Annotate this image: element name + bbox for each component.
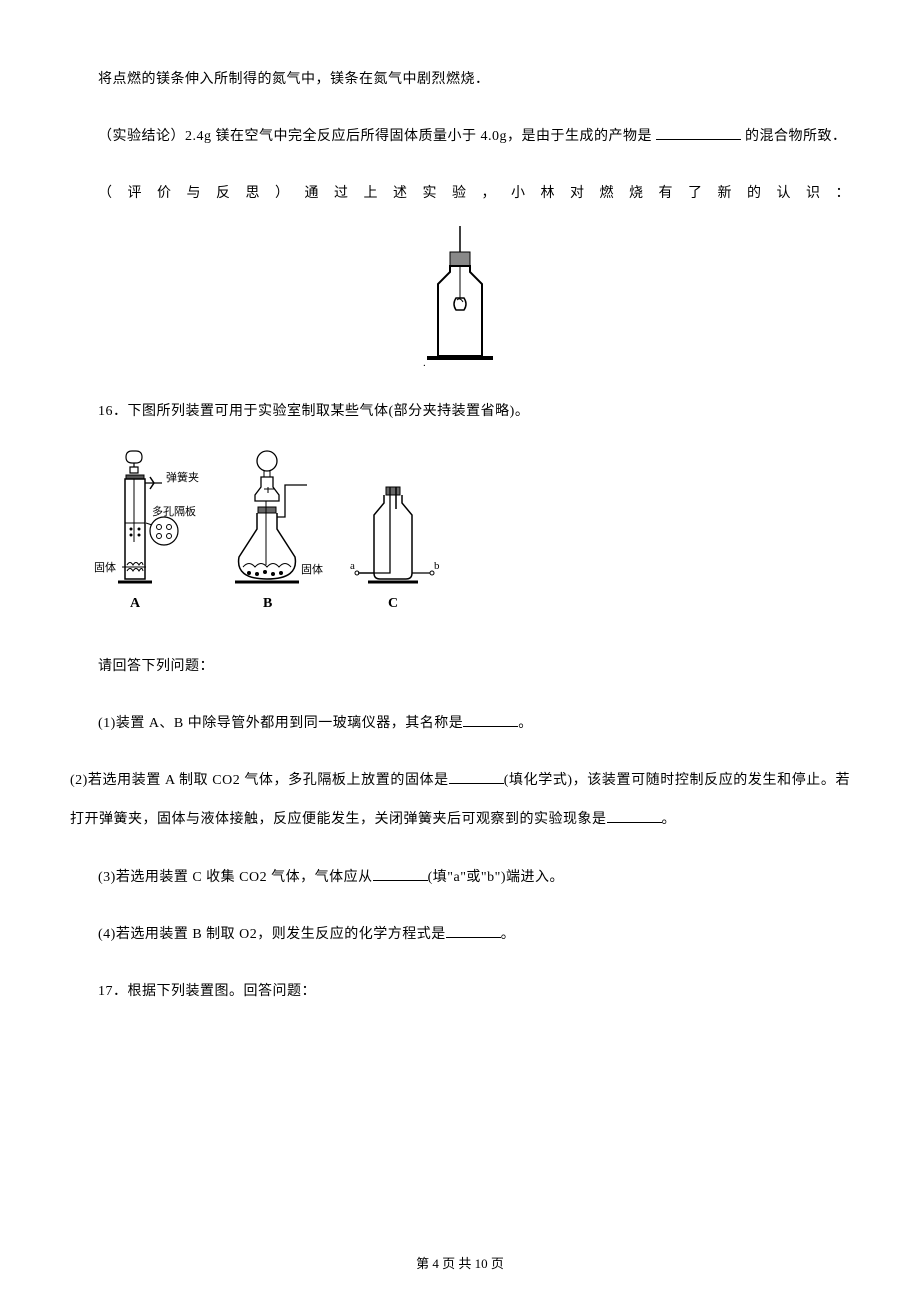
- text: 的混合物所致．: [745, 129, 847, 144]
- text: 。: [662, 812, 677, 827]
- page-footer: 第 4 页 共 10 页: [0, 1253, 920, 1272]
- text: (2)若选用装置 A 制取 CO2 气体，多孔隔板上放置的固体是: [70, 773, 449, 788]
- figure-bottle: .: [70, 226, 850, 376]
- text: （实验结论）2.4g 镁在空气中完全反应后所得固体质量小于 4.0g，是由于生成…: [70, 117, 652, 156]
- svg-text:固体: 固体: [301, 562, 323, 576]
- svg-text:.: .: [423, 357, 426, 369]
- text: 请回答下列问题：: [70, 647, 850, 686]
- svg-text:固体: 固体: [94, 560, 116, 574]
- paragraph: （ 评 价 与 反 思 ） 通 过 上 述 实 验 ， 小 林 对 燃 烧 有 …: [70, 174, 850, 213]
- svg-text:弹簧夹: 弹簧夹: [166, 470, 199, 484]
- svg-text:b: b: [434, 560, 440, 572]
- text: (填"a"或"b")端进入。: [428, 870, 564, 885]
- question-16-4: (4)若选用装置 B 制取 O2，则发生反应的化学方程式是 。: [70, 915, 850, 954]
- text: 。: [518, 716, 533, 731]
- blank-fill[interactable]: [446, 924, 501, 938]
- question-16-2: (2)若选用装置 A 制取 CO2 气体，多孔隔板上放置的固体是(填化学式)，该…: [70, 761, 850, 839]
- text: (4)若选用装置 B 制取 O2，则发生反应的化学方程式是: [98, 927, 446, 942]
- question-16-3: (3)若选用装置 C 收集 CO2 气体，气体应从 (填"a"或"b")端进入。: [70, 858, 850, 897]
- svg-text:多孔隔板: 多孔隔板: [152, 504, 196, 518]
- blank-fill[interactable]: [607, 809, 662, 823]
- question-17: 17．根据下列装置图。回答问题：: [70, 972, 850, 1011]
- svg-text:A: A: [130, 596, 141, 611]
- blank-fill[interactable]: [449, 770, 504, 784]
- paragraph: （实验结论）2.4g 镁在空气中完全反应后所得固体质量小于 4.0g，是由于生成…: [70, 117, 850, 156]
- text: 。: [501, 927, 516, 942]
- question-16-1: (1)装置 A、B 中除导管外都用到同一玻璃仪器，其名称是 。: [70, 704, 850, 743]
- svg-text:C: C: [388, 596, 398, 611]
- blank-fill[interactable]: [373, 867, 428, 881]
- text: (3)若选用装置 C 收集 CO2 气体，气体应从: [98, 870, 373, 885]
- svg-text:a: a: [350, 560, 355, 572]
- blank-fill[interactable]: [656, 126, 741, 140]
- paragraph: 将点燃的镁条伸入所制得的氮气中，镁条在氮气中剧烈燃烧．: [70, 60, 850, 99]
- svg-text:B: B: [263, 596, 272, 611]
- blank-fill[interactable]: [463, 713, 518, 727]
- question-16: 16．下图所列装置可用于实验室制取某些气体(部分夹持装置省略)。: [70, 392, 850, 431]
- figure-apparatus: 弹簧夹 多孔隔板 固体 A: [90, 447, 850, 627]
- text: (1)装置 A、B 中除导管外都用到同一玻璃仪器，其名称是: [98, 716, 463, 731]
